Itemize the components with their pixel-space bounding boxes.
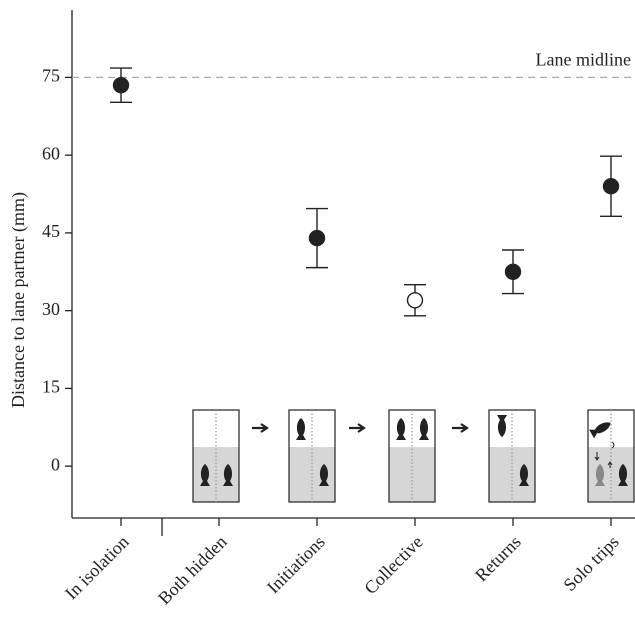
x-tick-label: Solo trips bbox=[559, 532, 622, 595]
y-tick-label: 0 bbox=[51, 454, 60, 474]
y-tick-label: 45 bbox=[42, 221, 60, 241]
x-tick-label: Both hidden bbox=[154, 532, 231, 609]
icons bbox=[192, 409, 635, 503]
y-tick-label: 75 bbox=[42, 66, 60, 86]
y-tick-label: 30 bbox=[42, 299, 60, 319]
point bbox=[504, 263, 522, 280]
y-tick-label: 15 bbox=[42, 377, 60, 397]
y-tick-label: 60 bbox=[42, 143, 60, 163]
reference-label: Lane midline bbox=[536, 50, 631, 70]
point bbox=[602, 178, 620, 195]
y-axis-label: Distance to lane partner (mm) bbox=[8, 192, 29, 408]
x-tick-label: Returns bbox=[471, 532, 525, 586]
point bbox=[406, 292, 424, 309]
x-tick-label: Initiations bbox=[263, 532, 329, 598]
x-tick-label: In isolation bbox=[61, 532, 133, 604]
x-tick-label: Collective bbox=[360, 532, 426, 598]
point bbox=[112, 76, 130, 94]
point bbox=[308, 229, 326, 247]
